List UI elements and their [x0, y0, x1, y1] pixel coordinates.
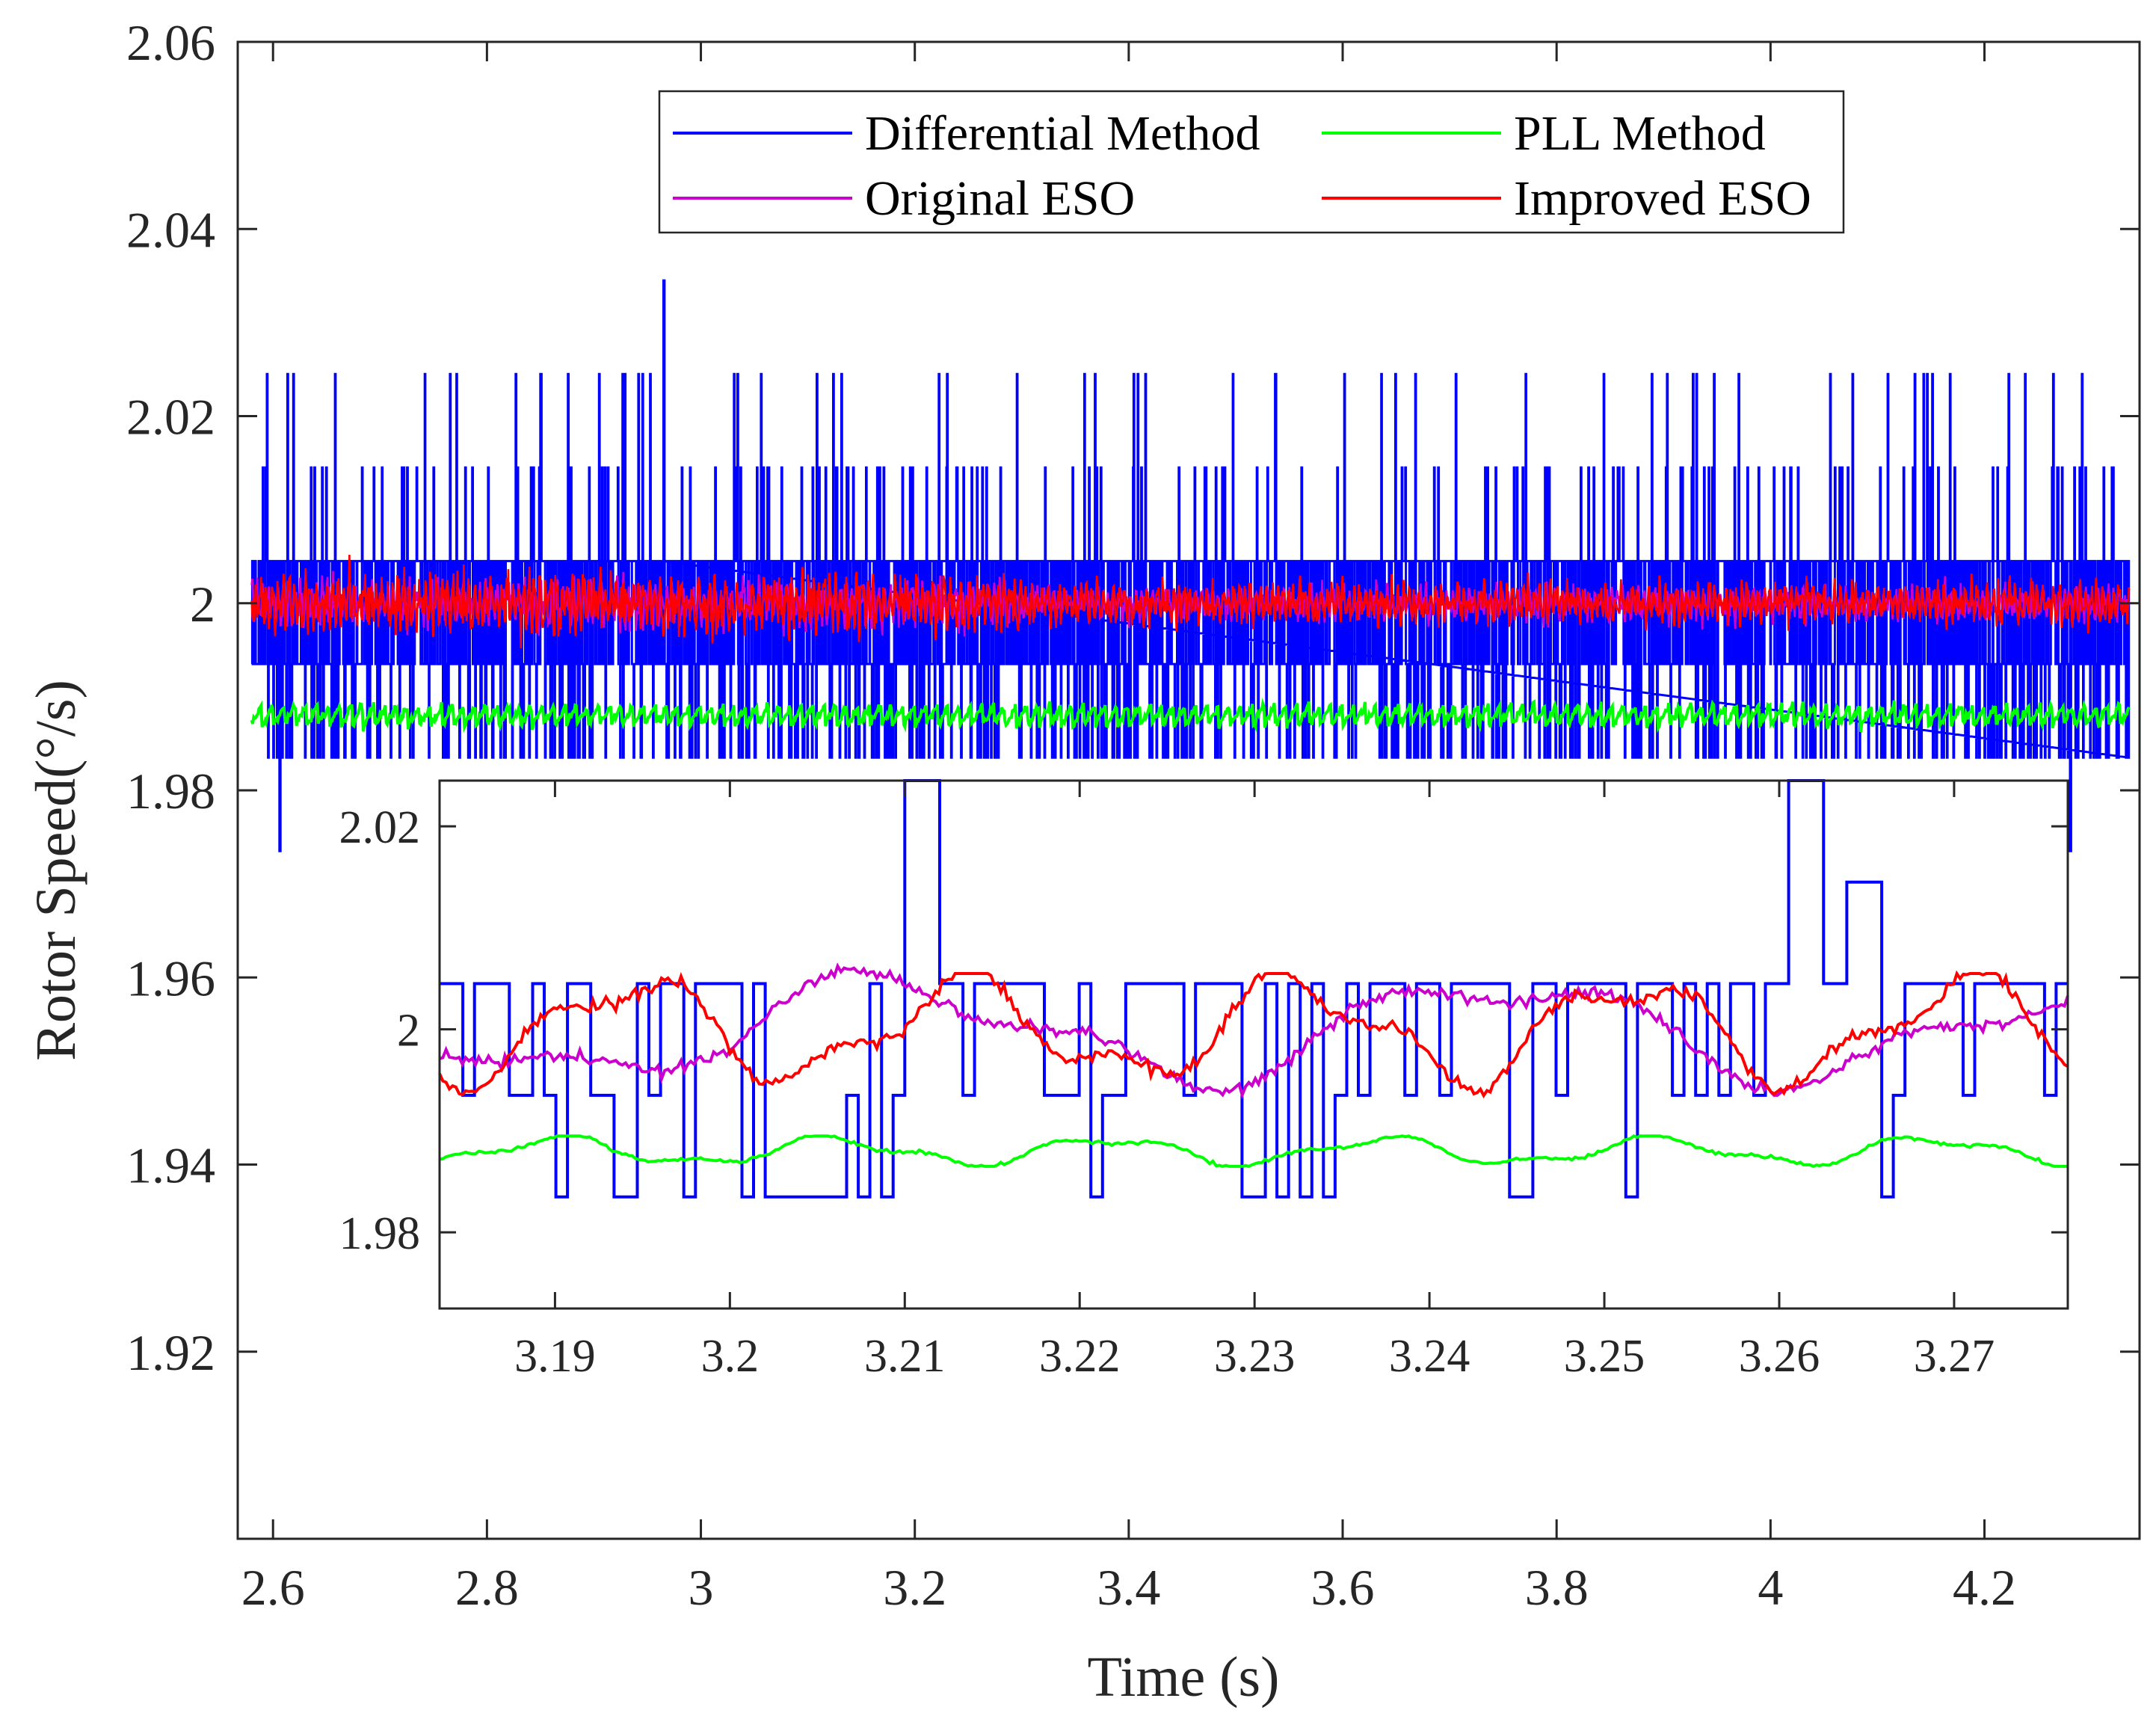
x-tick-label: 4 [1758, 1559, 1783, 1616]
inset-axes: 3.19 3.2 3.21 3.22 3.23 3.24 3.25 3.26 3.27 1.98 2… [339, 779, 2069, 1382]
main-series-group [250, 279, 2131, 852]
x-tick-label: 3.6 [1311, 1559, 1375, 1616]
inset-series-line-pll [439, 1134, 2068, 1169]
inset-x-tick-label: 3.27 [1914, 1331, 1995, 1382]
main-axes: 2.6 2.8 3 3.2 3.4 3.6 3.8 4 4.2 1.92 1.94 1.96 1.98 2… [126, 14, 2141, 1616]
x-tick-label: 3.2 [883, 1559, 946, 1616]
legend-box [658, 90, 1845, 234]
inset-y-tick-label: 2.02 [339, 802, 421, 853]
inset-x-tick-label: 3.23 [1214, 1331, 1296, 1382]
y-tick-label: 1.98 [126, 763, 215, 819]
inset-series-line-differential [440, 779, 2068, 1199]
x-tick-label: 2.8 [455, 1559, 519, 1616]
inset-x-tick-label: 3.26 [1739, 1331, 1820, 1382]
inset-x-tick-label: 3.24 [1389, 1331, 1470, 1382]
legend-label-differential: Differential Method [865, 106, 1260, 161]
series-line-improved-eso [250, 554, 2130, 649]
x-tick-label: 3.4 [1097, 1559, 1160, 1616]
inset-series-line-improved-eso [438, 970, 2069, 1099]
x-tick-label: 2.6 [241, 1559, 305, 1616]
inset-x-tick-label: 3.25 [1564, 1331, 1645, 1382]
y-tick-label: 2.04 [126, 201, 215, 258]
x-axis-label: Time (s) [1088, 1646, 1280, 1709]
y-axis-label: Rotor Speed(°/s) [25, 680, 87, 1061]
x-tick-label: 4.2 [1953, 1559, 2016, 1616]
inset-x-tick-label: 3.19 [514, 1331, 596, 1382]
inset-series-line-original-eso [439, 962, 2069, 1100]
x-tick-label: 3 [689, 1559, 714, 1616]
y-tick-label: 2.02 [126, 389, 215, 446]
y-tick-label: 1.96 [126, 950, 215, 1006]
inset-y-tick-label: 2 [397, 1006, 420, 1057]
legend-label-pll: PLL Method [1514, 106, 1766, 161]
x-tick-label: 3.8 [1525, 1559, 1589, 1616]
inset-x-tick-label: 3.2 [701, 1331, 760, 1382]
y-tick-label: 2 [190, 576, 215, 633]
series-line-pll [250, 698, 2131, 734]
legend: Differential Method PLL Method Original … [658, 90, 1845, 234]
inset-zoom-panel: 3.19 3.2 3.21 3.22 3.23 3.24 3.25 3.26 3.27 1.98 2… [339, 779, 2069, 1382]
y-tick-label: 1.94 [126, 1137, 215, 1194]
y-tick-label: 1.92 [126, 1324, 215, 1381]
inset-background [440, 781, 2068, 1308]
inset-y-tick-label: 1.98 [339, 1208, 421, 1259]
inset-x-tick-label: 3.21 [864, 1331, 946, 1382]
series-line-differential [250, 279, 2131, 852]
legend-label-improved-eso: Improved ESO [1514, 171, 1811, 226]
y-tick-label: 2.06 [126, 14, 215, 71]
legend-label-original-eso: Original ESO [865, 171, 1135, 226]
inset-series-group [438, 779, 2069, 1199]
inset-x-tick-label: 3.22 [1039, 1331, 1121, 1382]
